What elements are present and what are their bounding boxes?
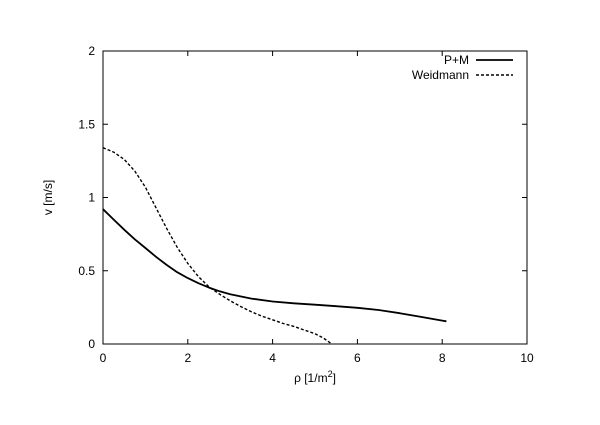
series-layer (102, 147, 447, 345)
x-tick-label: 2 (184, 351, 191, 365)
x-axis-label: ρ [1/m2] (294, 369, 336, 385)
legend-label: Weidmann (412, 68, 469, 82)
x-axis-label-superscript: 2 (328, 369, 333, 379)
y-tick-label: 1 (88, 191, 95, 205)
x-axis-label-main: ρ [1/m (294, 371, 328, 385)
series-line-weidmann (102, 147, 333, 345)
y-tick-label: 0 (88, 337, 95, 351)
ticks-layer: 0 2 4 6 8 10 0 0.5 1 1.5 2 (78, 44, 534, 365)
y-tick-label: 0.5 (78, 264, 95, 278)
x-axis-label-close: ] (333, 371, 336, 385)
series-line-p-m (102, 208, 447, 323)
x-tick-label: 0 (100, 351, 107, 365)
legend-label: P+M (444, 53, 469, 67)
y-tick-label: 1.5 (78, 117, 95, 131)
x-tick-label: 10 (520, 351, 534, 365)
x-tick-label: 6 (354, 351, 361, 365)
y-tick-label: 2 (88, 44, 95, 58)
plot-frame (102, 50, 528, 345)
x-tick-label: 8 (439, 351, 446, 365)
x-tick-label: 4 (269, 351, 276, 365)
y-axis-label: v [m/s] (41, 180, 55, 215)
